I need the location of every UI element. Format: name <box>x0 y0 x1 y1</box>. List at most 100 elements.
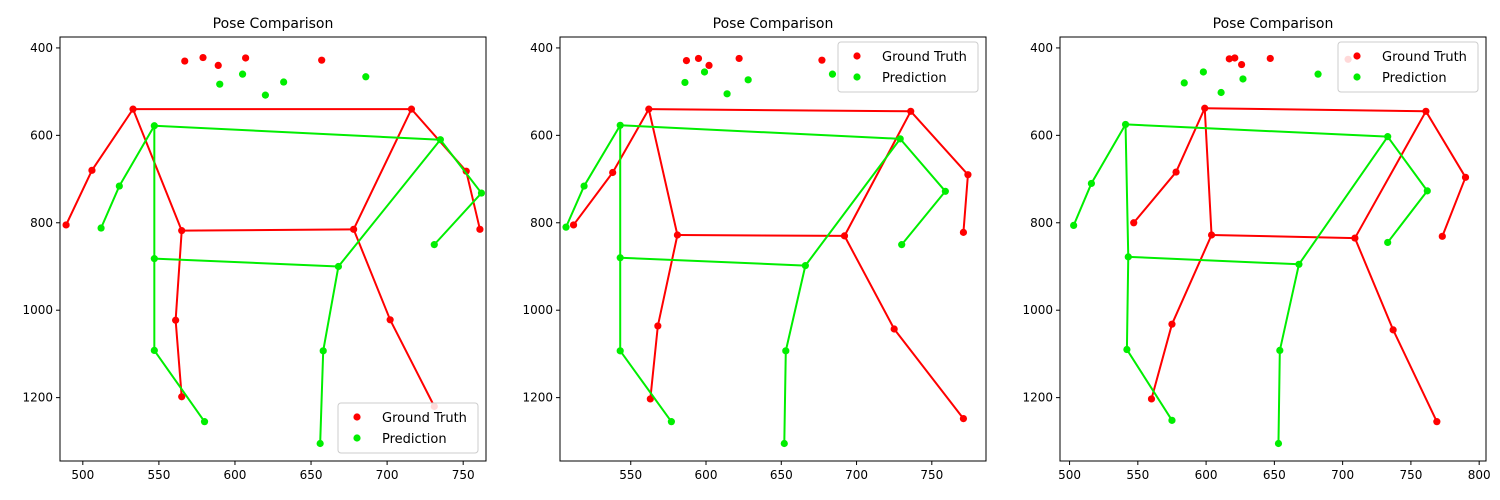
ground-truth-bone-9 <box>174 319 183 398</box>
x-tick-label: 650 <box>770 468 793 482</box>
prediction-bone-1 <box>583 124 622 188</box>
prediction-bone-3 <box>1386 135 1429 192</box>
y-tick-label: 1200 <box>522 391 553 405</box>
ground-truth-keypoint-6 <box>1422 107 1430 115</box>
prediction-keypoint-8 <box>941 187 949 195</box>
legend-label: Prediction <box>382 432 447 447</box>
prediction-keypoint-11 <box>1124 253 1132 261</box>
ground-truth-keypoint-5 <box>645 105 653 113</box>
prediction-keypoint-11 <box>616 254 624 262</box>
legend-label: Prediction <box>882 71 947 86</box>
ground-truth-keypoint-8 <box>1461 173 1470 181</box>
y-tick-label: 400 <box>530 41 553 55</box>
ground-truth-keypoint-10 <box>1438 232 1446 240</box>
ground-truth-keypoint-15 <box>646 395 654 403</box>
ground-truth-keypoint-7 <box>609 168 617 177</box>
legend-marker <box>853 52 861 60</box>
ground-truth-bone-7 <box>1210 234 1356 240</box>
y-tick-label: 800 <box>30 216 53 230</box>
ground-truth-bone-6 <box>352 108 413 231</box>
ground-truth-keypoint-14 <box>386 316 394 324</box>
chart-title: Pose Comparison <box>713 16 834 32</box>
x-tick-label: 500 <box>71 468 94 482</box>
ground-truth-keypoint-9 <box>569 221 578 229</box>
ground-truth-bone-5 <box>1203 107 1213 237</box>
ground-truth-bone-7 <box>676 234 846 237</box>
prediction-keypoint-6 <box>896 135 904 143</box>
y-tick-label: 600 <box>30 128 53 142</box>
ground-truth-keypoint-16 <box>959 415 968 423</box>
prediction-keypoint-13 <box>150 346 158 355</box>
y-tick-label: 600 <box>530 128 553 142</box>
ground-truth-bone-8 <box>1170 234 1213 326</box>
prediction-keypoint-16 <box>1274 439 1283 448</box>
ground-truth-keypoint-9 <box>62 221 70 229</box>
ground-truth-bone-6 <box>1353 110 1427 240</box>
prediction-keypoint-12 <box>334 262 343 271</box>
ground-truth-keypoint-4 <box>318 56 326 64</box>
prediction-keypoint-9 <box>562 223 570 231</box>
y-tick-label: 600 <box>1030 128 1053 142</box>
legend-box <box>337 402 479 454</box>
prediction-bone-1 <box>118 124 156 188</box>
x-tick-label: 700 <box>845 468 868 482</box>
axes-frame <box>559 36 987 462</box>
prediction-bone-8 <box>1125 255 1130 351</box>
prediction-keypoint-10 <box>430 241 438 249</box>
prediction-keypoint-4 <box>362 73 370 81</box>
legend-box <box>837 41 979 93</box>
axes-frame <box>59 36 487 462</box>
prediction-keypoint-16 <box>780 439 788 448</box>
x-tick-label: 600 <box>695 468 718 482</box>
ground-truth-bone-11 <box>893 327 965 420</box>
ground-truth-bone-2 <box>1132 171 1178 224</box>
prediction-keypoint-12 <box>1295 260 1303 268</box>
plot-area <box>562 54 972 448</box>
ground-truth-keypoint-0 <box>181 57 189 65</box>
ground-truth-keypoint-15 <box>1147 395 1156 403</box>
ground-truth-bone-0 <box>647 108 912 113</box>
y-tick-label: 400 <box>30 41 53 55</box>
prediction-keypoint-5 <box>616 121 624 129</box>
ground-truth-bone-4 <box>1441 176 1467 238</box>
x-tick-label: 600 <box>1195 468 1218 482</box>
legend-label: Ground Truth <box>1382 50 1467 65</box>
x-tick-label: 700 <box>1331 468 1354 482</box>
ground-truth-keypoint-10 <box>959 228 968 236</box>
prediction-keypoint-3 <box>1239 75 1247 83</box>
prediction-bone-4 <box>433 192 483 246</box>
ground-truth-bone-5 <box>647 108 679 237</box>
x-tick-label: 700 <box>376 468 399 482</box>
prediction-keypoint-10 <box>1384 238 1392 247</box>
ground-truth-keypoint-14 <box>890 325 898 333</box>
x-tick-label: 650 <box>1263 468 1286 482</box>
prediction-keypoint-1 <box>700 68 709 76</box>
ground-truth-bone-1 <box>611 108 650 174</box>
ground-truth-keypoint-0 <box>682 57 691 65</box>
prediction-keypoint-15 <box>200 418 209 426</box>
prediction-keypoint-6 <box>1384 133 1392 141</box>
ground-truth-bone-10 <box>352 228 392 321</box>
prediction-keypoint-15 <box>667 418 675 426</box>
prediction-keypoint-3 <box>744 76 752 84</box>
prediction-keypoint-13 <box>616 347 624 355</box>
ground-truth-bone-9 <box>649 324 659 400</box>
ground-truth-keypoint-3 <box>1266 54 1274 63</box>
ground-truth-bone-3 <box>909 110 969 176</box>
ground-truth-keypoint-10 <box>476 225 484 233</box>
ground-truth-bone-11 <box>1392 328 1438 423</box>
prediction-bone-2 <box>100 185 121 230</box>
prediction-bone-5 <box>1124 123 1130 258</box>
ground-truth-keypoint-13 <box>654 322 662 330</box>
prediction-bone-3 <box>899 137 947 193</box>
ground-truth-keypoint-11 <box>178 227 186 235</box>
ground-truth-keypoint-7 <box>1172 168 1180 176</box>
prediction-keypoint-1 <box>1199 68 1207 76</box>
prediction-keypoint-0 <box>681 78 689 87</box>
prediction-keypoint-15 <box>1168 416 1176 424</box>
prediction-keypoint-7 <box>580 182 588 190</box>
prediction-keypoint-2 <box>261 91 269 99</box>
prediction-keypoint-7 <box>1087 179 1096 188</box>
legend: Ground Truth Prediction <box>1337 41 1479 93</box>
